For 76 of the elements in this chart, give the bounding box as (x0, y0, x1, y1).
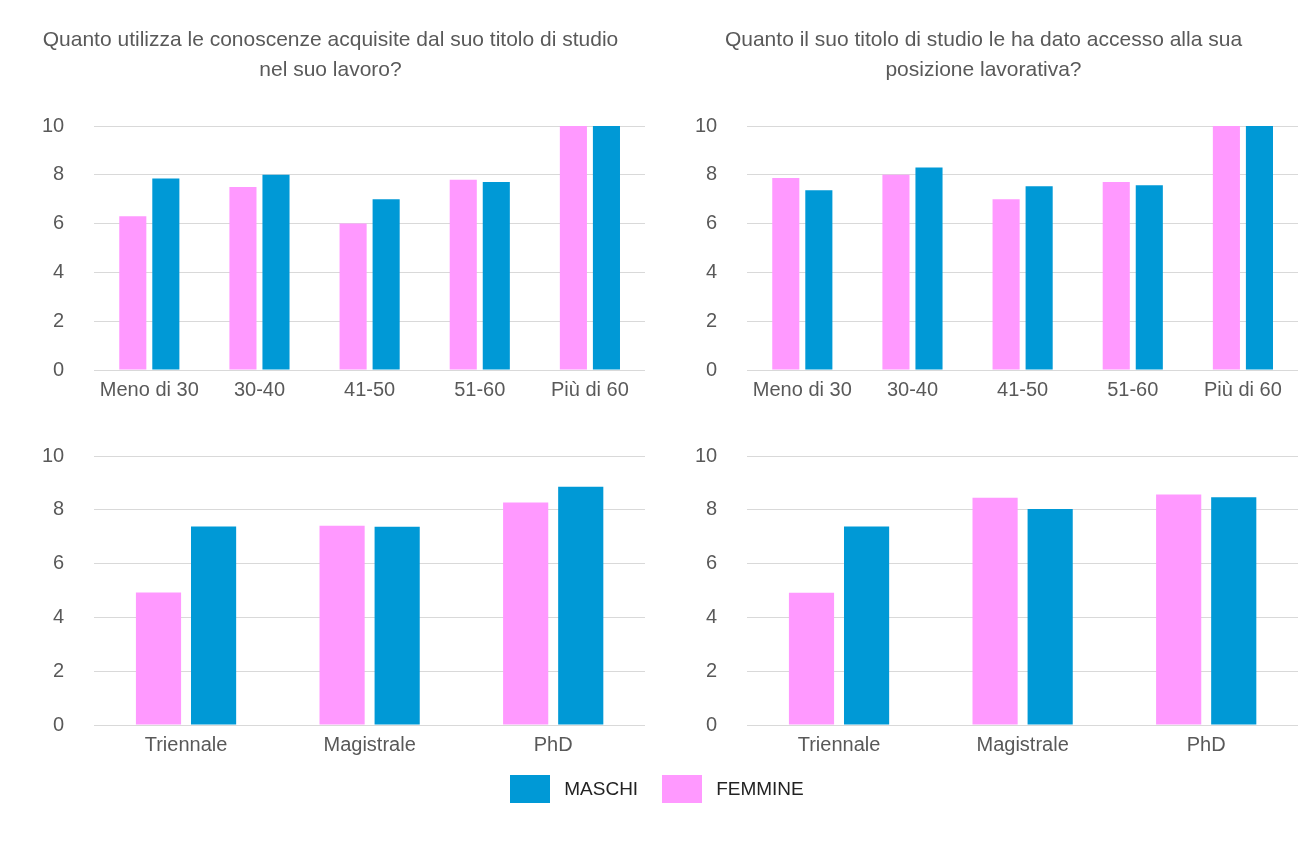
bar (1102, 182, 1130, 370)
bar (1025, 186, 1053, 370)
chart-title: Quanto utilizza le conoscenze acquisite dal suo titolo di studio nel suo lavoro? (41, 26, 620, 82)
bar (152, 178, 180, 370)
bar (805, 190, 833, 370)
bar (339, 223, 367, 370)
y-tick-label: 0 (53, 712, 65, 735)
x-tick-label: 51-60 (1107, 377, 1159, 400)
y-tick-label: 8 (53, 497, 65, 520)
x-tick-label: Magistrale (976, 732, 1069, 755)
x-tick-label: Magistrale (323, 732, 416, 755)
bar (882, 174, 910, 370)
y-tick-label: 6 (53, 551, 65, 574)
y-tick-label: 2 (53, 308, 65, 331)
x-tick-label: Meno di 30 (752, 377, 852, 400)
bar (558, 486, 604, 725)
x-tick-label: 30-40 (886, 377, 939, 400)
x-tick-label: PhD (533, 732, 573, 755)
bar (1156, 494, 1202, 725)
bar (592, 126, 620, 370)
bar (319, 525, 365, 725)
y-tick-label: 4 (706, 259, 718, 282)
bar (374, 526, 420, 725)
bar (135, 592, 182, 725)
y-tick-label: 2 (706, 308, 718, 331)
bar (1245, 126, 1273, 370)
bar (1135, 185, 1163, 370)
y-tick-label: 10 (695, 443, 718, 466)
y-tick-label: 6 (53, 211, 65, 234)
x-tick-label: PhD (1186, 732, 1226, 755)
y-tick-label: 8 (706, 162, 718, 185)
bar (482, 182, 510, 370)
bar (191, 526, 237, 725)
bar (372, 199, 400, 370)
y-tick-label: 2 (706, 658, 718, 681)
x-tick-label: Meno di 30 (99, 377, 199, 400)
y-tick-label: 0 (706, 712, 718, 735)
bar (1212, 126, 1240, 370)
bar (262, 174, 290, 370)
bar (1027, 508, 1073, 725)
chart-title: Quanto il suo titolo di studio le ha dato accesso alla sua posizione lavorativa? (723, 26, 1244, 82)
x-tick-label: 51-60 (454, 377, 506, 400)
bar (972, 497, 1018, 725)
x-tick-label: Triennale (144, 732, 228, 755)
y-tick-label: 4 (53, 259, 65, 282)
bar (992, 199, 1020, 370)
y-tick-label: 6 (706, 551, 718, 574)
bar (844, 526, 890, 725)
y-tick-label: 6 (706, 211, 718, 234)
y-tick-label: 10 (695, 113, 718, 136)
x-tick-label: Più di 60 (551, 377, 629, 400)
x-tick-label: 41-50 (997, 377, 1049, 400)
bar (229, 187, 257, 370)
bar (503, 502, 549, 725)
bar (1211, 497, 1257, 725)
x-tick-label: 41-50 (344, 377, 396, 400)
x-tick-label: Triennale (797, 732, 881, 755)
y-tick-label: 4 (706, 604, 718, 627)
bar (449, 179, 477, 370)
legend-label: MASCHI (564, 778, 639, 800)
y-tick-label: 0 (53, 357, 65, 380)
y-tick-label: 8 (53, 162, 65, 185)
x-tick-label: 30-40 (233, 377, 286, 400)
bar (788, 592, 835, 725)
y-tick-label: 4 (53, 604, 65, 627)
y-tick-label: 10 (42, 113, 65, 136)
y-tick-label: 0 (706, 357, 718, 380)
x-tick-label: Più di 60 (1204, 377, 1282, 400)
bar (772, 177, 800, 370)
legend-label: FEMMINE (716, 778, 804, 800)
bar (915, 167, 943, 370)
y-tick-label: 8 (706, 497, 718, 520)
bar (559, 126, 587, 370)
y-tick-label: 2 (53, 658, 65, 681)
bar (119, 216, 147, 370)
y-tick-label: 10 (42, 443, 65, 466)
